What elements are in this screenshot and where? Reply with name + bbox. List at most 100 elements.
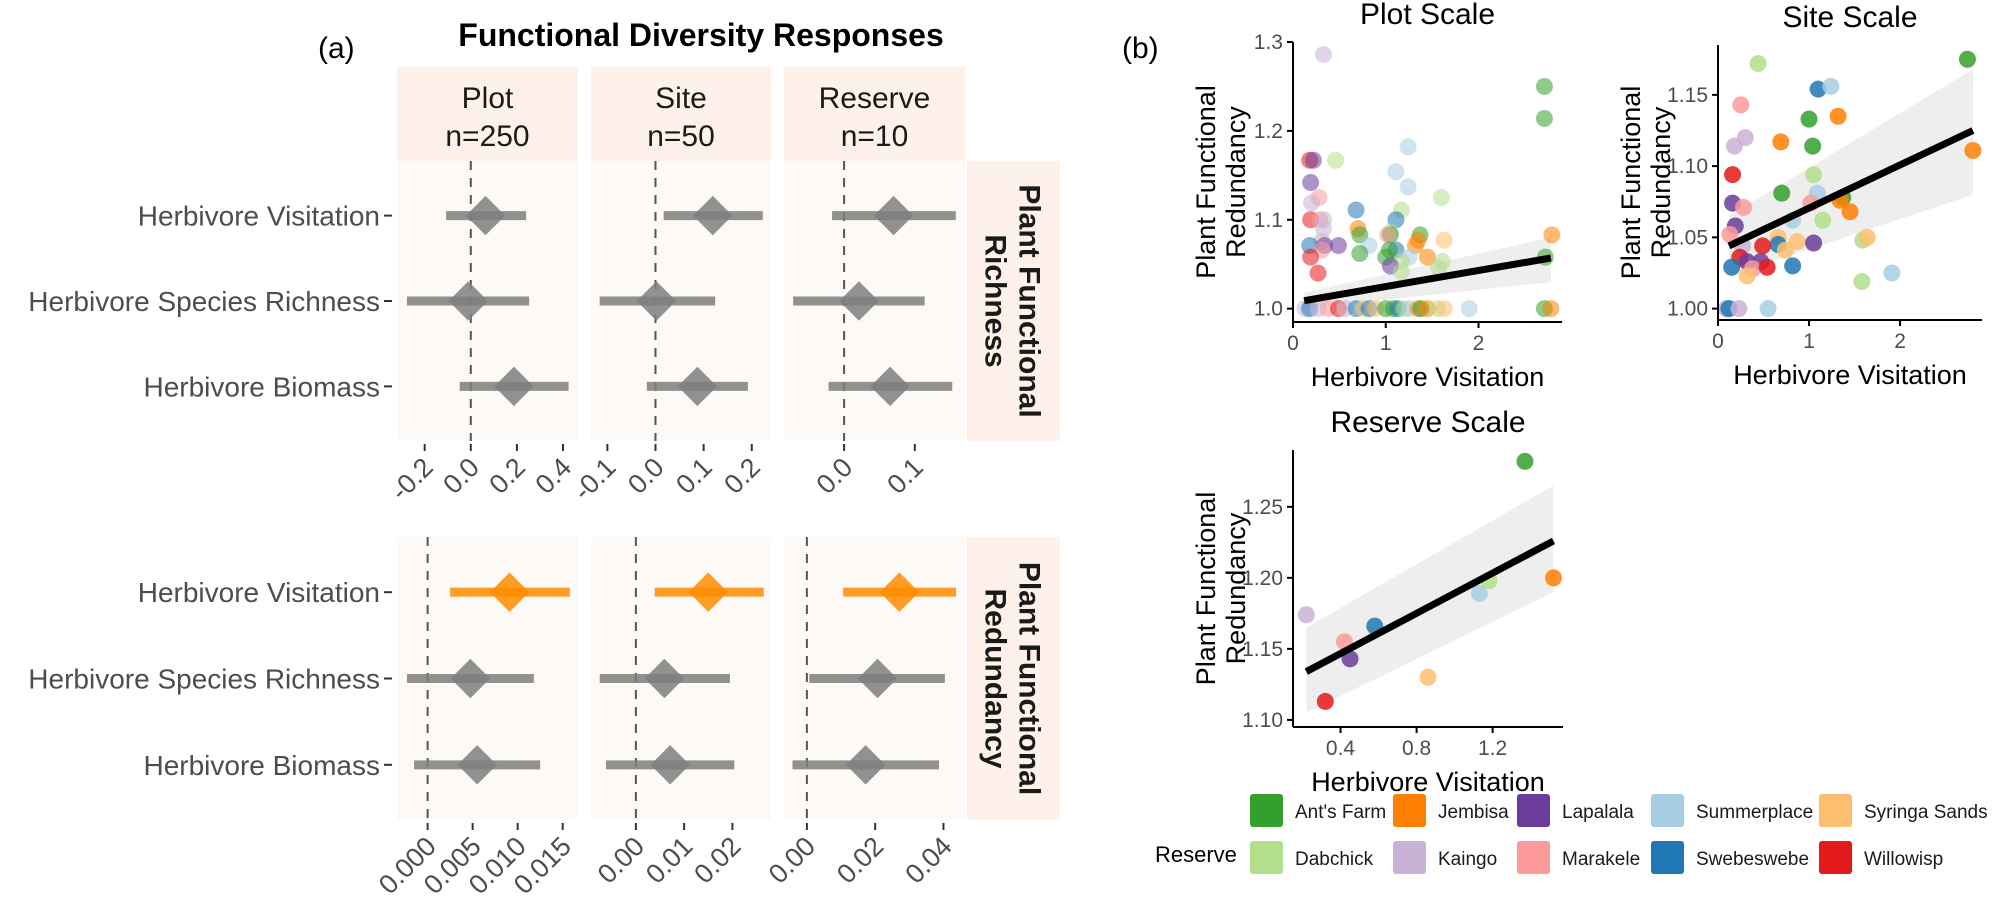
data-point-kaingo <box>1315 45 1333 63</box>
legend-item-dabchick: Dabchick <box>1250 841 1374 874</box>
chart-title: Site Scale <box>1782 1 1917 34</box>
y-tick-label: 1.0 <box>1254 298 1283 321</box>
data-point-summerplace <box>1470 584 1488 602</box>
row-label-herbivore-biomass: Herbivore Biomass <box>143 750 380 781</box>
data-point-syringa-sands <box>1435 231 1453 249</box>
data-point-ant-s-farm <box>1535 109 1553 127</box>
data-point-jembisa <box>1419 248 1436 266</box>
data-point-ant-s-farm <box>1351 245 1369 263</box>
column-strip-plot <box>397 67 578 161</box>
data-point-swebeswebe <box>1347 201 1365 219</box>
x-tick-label: 0 <box>1287 332 1299 355</box>
data-point-summerplace <box>1387 163 1405 181</box>
y-tick-label: 1.3 <box>1254 31 1283 54</box>
data-point-summerplace <box>1822 77 1840 95</box>
row-label-herbivore-species-richness: Herbivore Species Richness <box>28 664 380 695</box>
x-axis-title: Herbivore Visitation <box>1311 362 1545 392</box>
legend-swatch <box>1393 794 1426 827</box>
estimate-diamond <box>857 658 898 699</box>
x-tick-label: 0.02 <box>831 831 889 889</box>
regression-line <box>1727 127 1975 250</box>
legend-label: Lapalala <box>1562 802 1634 823</box>
estimate-diamond <box>650 745 690 785</box>
legend-label: Ant's Farm <box>1295 802 1386 823</box>
data-point-lapalala <box>1329 237 1347 255</box>
legend-item-swebeswebe: Swebeswebe <box>1651 841 1809 874</box>
legend-label: Kaingo <box>1438 849 1497 870</box>
y-tick-label: 1.1 <box>1254 209 1283 232</box>
legend: Reserve Ant's Farm Jembisa Lapalala Summerpl… <box>1155 794 1988 874</box>
panel-label-b: (b) <box>1122 32 1159 65</box>
estimate-diamond <box>450 658 491 699</box>
legend-swatch <box>1819 841 1852 874</box>
estimate-diamond <box>839 281 879 321</box>
data-point-dabchick <box>1805 166 1823 184</box>
legend-label: Jembisa <box>1438 802 1509 823</box>
data-point-jembisa <box>1772 133 1790 151</box>
data-point-syringa-sands <box>1435 300 1453 318</box>
row-strip-label-line1: Plant Functional <box>1013 562 1046 795</box>
x-tick-label: 2 <box>1473 332 1485 355</box>
x-axis-title: Herbivore Visitation <box>1733 360 1967 390</box>
x-tick-label: 0.04 <box>899 831 957 889</box>
row-strip-label-line2: Richness <box>979 234 1012 367</box>
estimate-diamond <box>494 366 534 407</box>
y-tick-label: 1.25 <box>1242 496 1283 519</box>
legend-swatch <box>1250 794 1283 827</box>
x-tick-label: 0.0 <box>811 452 859 500</box>
data-point-jembisa <box>1543 226 1561 244</box>
column-strip-reserve <box>784 67 965 161</box>
data-point-syringa-sands <box>1419 668 1437 686</box>
legend-label: Summerplace <box>1696 802 1813 823</box>
estimate-diamond <box>873 195 914 236</box>
x-tick-label: 0.4 <box>1326 737 1356 760</box>
data-point-willowisp <box>1758 258 1776 276</box>
legend-swatch <box>1819 794 1852 827</box>
y-tick-label: 1.15 <box>1667 84 1708 107</box>
x-tick-label: 0.0 <box>437 452 485 500</box>
x-tick-label: 0.1 <box>670 452 718 500</box>
y-axis-title-line2: Redundancy <box>1646 106 1676 258</box>
data-point-dabchick <box>1327 151 1345 169</box>
x-tick-label: -0.1 <box>567 452 621 506</box>
legend-swatch <box>1517 794 1550 827</box>
data-point-ant-s-farm <box>1800 110 1818 128</box>
y-tick-label: 1.10 <box>1242 709 1283 732</box>
data-point-syringa-sands <box>1788 233 1806 251</box>
data-point-ant-s-farm <box>1516 452 1534 470</box>
plot-scale-chart: Plot Scale 0 1 2 1.0 1.1 1.2 1.3 Herbivore Visit… <box>1191 0 1562 392</box>
regression-line <box>1303 254 1552 305</box>
data-point-lapalala <box>1302 173 1320 191</box>
legend-item-lapalala: Lapalala <box>1517 794 1634 827</box>
data-point-syringa-sands <box>1858 228 1876 246</box>
data-point-dabchick <box>1393 262 1411 280</box>
legend-item-willowisp: Willowisp <box>1819 841 1943 874</box>
row-strip-label: Plant FunctionalRedundancy <box>979 562 1046 795</box>
y-tick-label: 1.05 <box>1667 226 1708 249</box>
row-strip-label-line2: Redundancy <box>979 588 1012 768</box>
data-point-summerplace <box>1460 300 1478 318</box>
x-tick-label: 1 <box>1380 332 1392 355</box>
x-tick-label: 0.01 <box>640 831 698 889</box>
estimate-diamond <box>644 658 685 699</box>
chart-title: Reserve Scale <box>1330 406 1525 439</box>
y-tick-label: 1.2 <box>1254 120 1283 143</box>
data-point-willowisp <box>1724 166 1742 184</box>
estimate-diamond <box>693 195 733 236</box>
data-point-swebeswebe <box>1784 257 1802 275</box>
data-point-dabchick <box>1432 189 1450 207</box>
site-scale-chart: Site Scale 0 1 2 1.00 1.05 1.10 1.15 Herbivore V… <box>1616 1 1982 390</box>
data-point-kaingo <box>1736 129 1754 147</box>
legend-swatch <box>1250 841 1283 874</box>
legend-label: Swebeswebe <box>1696 849 1809 870</box>
panel-label-a: (a) <box>318 32 355 65</box>
x-tick-label: 0.02 <box>688 831 746 889</box>
row-strip-plant-functional-redundancy <box>967 537 1060 820</box>
data-point-ant-s-farm <box>1535 77 1553 95</box>
data-point-jembisa <box>1841 203 1859 221</box>
legend-swatch <box>1517 841 1550 874</box>
legend-swatch <box>1651 794 1684 827</box>
column-strip-label: Site <box>655 82 707 115</box>
data-point-swebeswebe <box>1809 80 1827 98</box>
